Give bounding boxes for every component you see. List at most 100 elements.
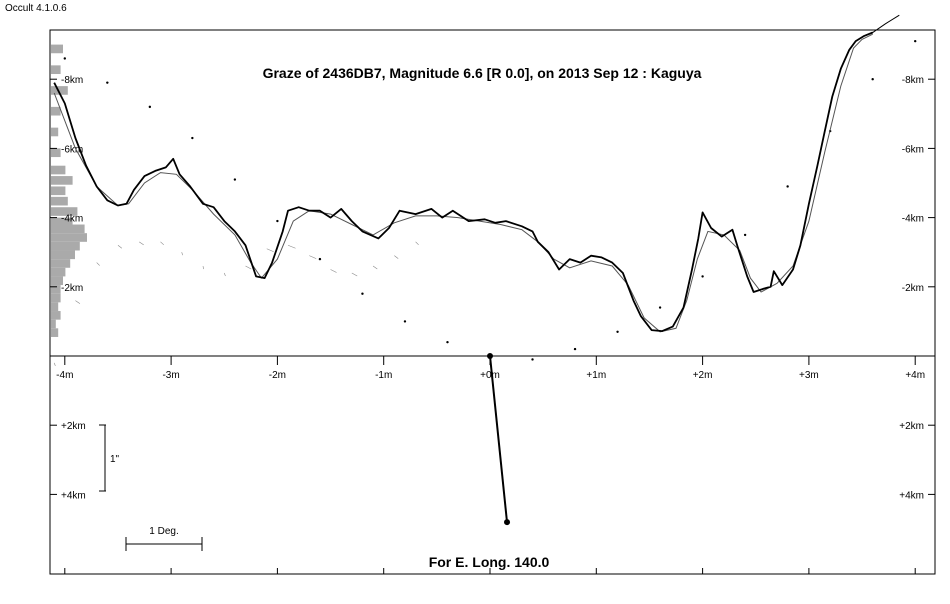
limb-angle-line	[287, 245, 296, 249]
x-tick-label: +1m	[586, 370, 606, 381]
histogram-bar	[51, 250, 75, 260]
y-tick-label-left: -8km	[61, 75, 83, 86]
histogram-bar	[51, 196, 68, 206]
limb-angle-line	[330, 269, 337, 273]
histogram-bar	[51, 267, 66, 277]
limb-angle-line	[139, 241, 144, 246]
histogram-bar	[51, 311, 61, 320]
histogram-bar	[51, 86, 68, 95]
histogram-bar	[51, 217, 73, 227]
path-dot	[573, 347, 577, 351]
path-dot	[318, 257, 322, 261]
limb-angle-line	[53, 362, 56, 367]
y-tick-label-left: -6km	[61, 144, 83, 155]
app-version-label: Occult 4.1.0.6	[5, 3, 67, 14]
observer-position-line	[489, 355, 509, 523]
limb-angle-line	[223, 272, 226, 277]
latitude-histogram	[51, 44, 87, 337]
y-tick-label-left: -2km	[61, 283, 83, 294]
limb-angle-line	[181, 252, 183, 256]
x-tick-label: -4m	[56, 370, 73, 381]
histogram-bar	[51, 106, 61, 116]
limb-angle-line	[160, 241, 164, 246]
histogram-bar	[51, 328, 59, 337]
limb-angle-line	[309, 255, 317, 259]
path-dot	[63, 57, 66, 60]
path-dot	[276, 219, 279, 223]
histogram-bar	[51, 148, 61, 158]
x-tick-label: +3m	[799, 370, 819, 381]
x-axis-ticks: -4m -3m -2m -1m +0m +1m +2m +3m +4m	[56, 356, 925, 574]
histogram-bar	[51, 233, 87, 242]
histogram-bar	[51, 241, 80, 251]
histogram-bar	[51, 176, 73, 185]
profile-tail-line	[864, 14, 900, 37]
degree-scale-bar: 1 Deg.	[125, 526, 203, 551]
arcsec-scale-label: 1"	[110, 454, 120, 465]
histogram-bar	[51, 319, 56, 329]
arcsec-scale-bar: 1"	[99, 424, 120, 492]
x-tick-label: -3m	[162, 370, 179, 381]
y-tick-label-left: +2km	[61, 421, 86, 432]
limb-angle-line	[351, 272, 358, 277]
path-dot	[191, 136, 194, 140]
degree-scale-label: 1 Deg.	[149, 526, 178, 537]
path-dot	[658, 306, 662, 309]
y-tick-label-left: +4km	[61, 490, 86, 501]
kaguya-limb-profile-line	[53, 31, 874, 332]
chart-title: Graze of 2436DB7, Magnitude 6.6 [R 0.0],…	[263, 65, 702, 81]
path-dot	[531, 358, 534, 361]
path-dot	[361, 292, 364, 295]
histogram-bar	[51, 302, 59, 312]
limb-angle-line	[202, 265, 204, 270]
limb-angle-lines	[53, 241, 419, 367]
histogram-bar	[51, 276, 63, 286]
y-tick-label-right: -6km	[902, 144, 924, 155]
y-tick-label-right: +2km	[899, 421, 924, 432]
y-tick-label-right: -2km	[902, 283, 924, 294]
plot-frame	[49, 29, 936, 575]
x-tick-label: +2m	[693, 370, 713, 381]
path-dot	[743, 233, 747, 237]
path-dot	[616, 330, 619, 333]
x-tick-label: +4m	[905, 370, 925, 381]
path-dot	[786, 185, 789, 188]
path-dot	[446, 340, 449, 344]
limb-angle-line	[96, 262, 100, 266]
x-tick-label: -2m	[269, 370, 286, 381]
histogram-bar	[51, 186, 66, 196]
histogram-bar	[51, 44, 63, 54]
limb-angle-line	[372, 265, 378, 270]
path-dot	[871, 78, 874, 81]
observer-end-marker	[504, 519, 511, 526]
path-dot	[403, 320, 407, 323]
histogram-bar	[51, 127, 59, 137]
histogram-bar	[51, 293, 61, 303]
limb-angle-line	[75, 300, 81, 304]
path-dot	[701, 275, 704, 278]
path-dot	[233, 178, 237, 181]
path-dot	[914, 39, 917, 43]
histogram-bar	[51, 224, 85, 234]
y-tick-label-right: -4km	[902, 214, 924, 225]
y-tick-label-right: -8km	[902, 75, 924, 86]
x-tick-label: +0m	[480, 370, 500, 381]
limb-angle-line	[266, 248, 274, 253]
limb-angle-line	[394, 255, 399, 259]
x-tick-label: -1m	[375, 370, 392, 381]
path-dot	[148, 105, 152, 109]
observer-origin-marker	[487, 353, 493, 359]
histogram-bar	[51, 285, 61, 294]
limb-angle-line	[245, 265, 252, 270]
y-axis-ticks: -8km -8km -6km -6km -4km -4km -2km -2km +2km +2km…	[50, 75, 935, 501]
y-tick-label-left: -4km	[61, 214, 83, 225]
footer-longitude-label: For E. Long. 140.0	[429, 554, 550, 570]
path-dot	[106, 81, 109, 84]
histogram-bar	[51, 207, 78, 216]
histogram-bar	[51, 165, 66, 175]
y-tick-label-right: +4km	[899, 490, 924, 501]
graze-path-dots	[63, 39, 917, 361]
histogram-bar	[51, 259, 71, 268]
histogram-bar	[51, 65, 61, 75]
